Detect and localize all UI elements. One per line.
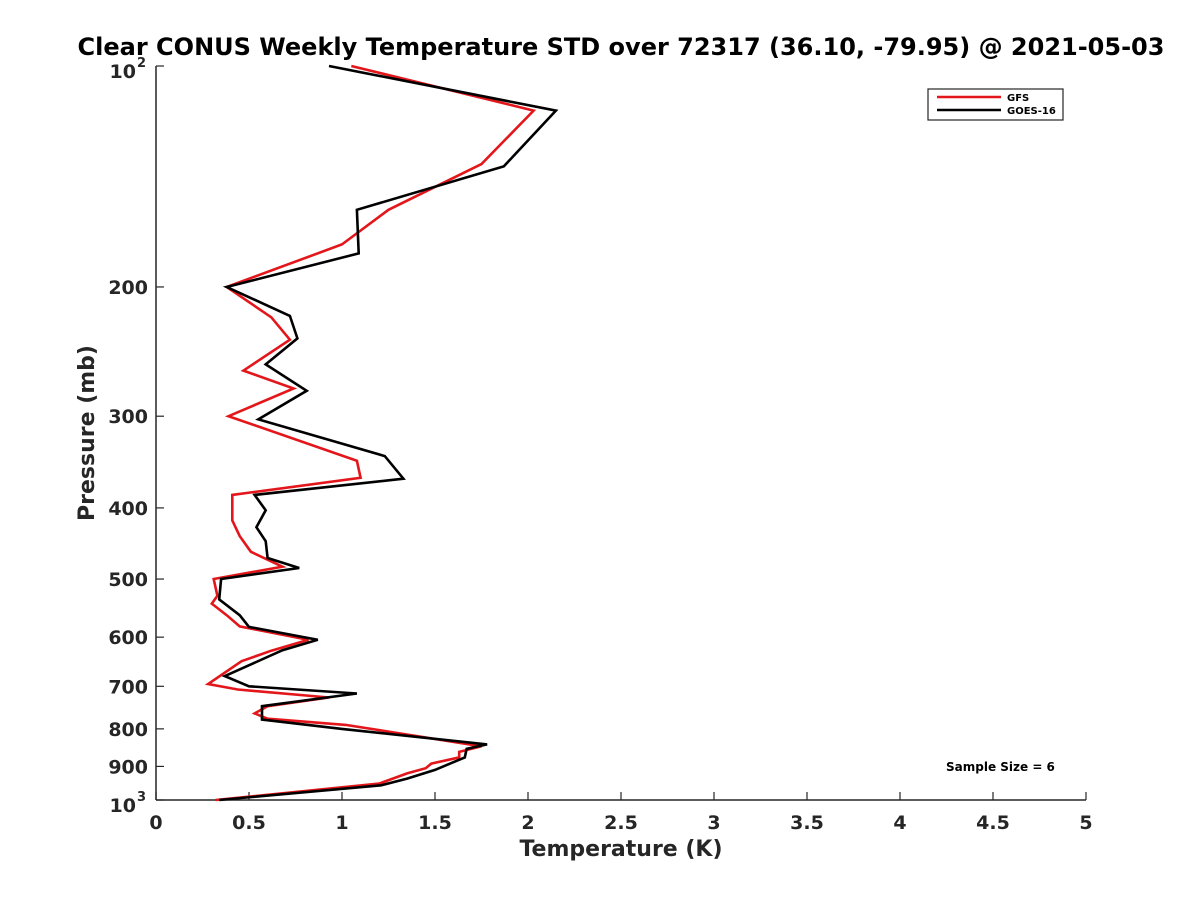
y-tick-label: 500 [108,569,148,591]
y-tick-exponent: 2 [137,56,146,71]
x-tick-label: 1 [335,812,348,834]
y-tick-label: 10 [110,61,136,83]
y-axis-label: Pressure (mb) [75,345,100,521]
x-tick-label: 1.5 [418,812,452,834]
series-line-goes-16 [217,64,559,802]
chart-title: Clear CONUS Weekly Temperature STD over … [78,33,1165,61]
x-tick-label: 0 [149,812,162,834]
legend: GFS GOES-16 [927,88,1064,121]
x-tick-label: 2 [521,812,534,834]
x-tick-label: 2.5 [604,812,638,834]
legend-label: GFS [1007,93,1029,104]
y-tick-label: 400 [108,498,148,520]
x-tick-label: 5 [1079,812,1092,834]
x-tick-label: 4.5 [976,812,1010,834]
x-axis-ticks: 0 0.5 1 1.5 2 2.5 3 3.5 4 4.5 5 [149,792,1093,834]
y-tick-label: 900 [108,756,148,778]
y-tick-exponent: 3 [137,790,146,805]
x-tick-label: 4 [893,812,906,834]
legend-box [927,88,1064,121]
x-tick-label: 3 [707,812,720,834]
y-tick-label: 300 [108,406,148,428]
series-line-gfs [204,64,537,802]
series-layer [204,64,559,802]
y-tick-label: 600 [108,627,148,649]
x-tick-label: 0.5 [232,812,266,834]
legend-label: GOES-16 [1007,106,1056,117]
x-axis-label: Temperature (K) [519,837,722,862]
y-tick-label: 200 [108,277,148,299]
x-tick-label: 3.5 [790,812,824,834]
y-tick-label: 700 [108,676,148,698]
sample-size-annotation: Sample Size = 6 [946,760,1055,774]
y-tick-label: 800 [108,719,148,741]
y-tick-label: 10 [110,795,136,817]
